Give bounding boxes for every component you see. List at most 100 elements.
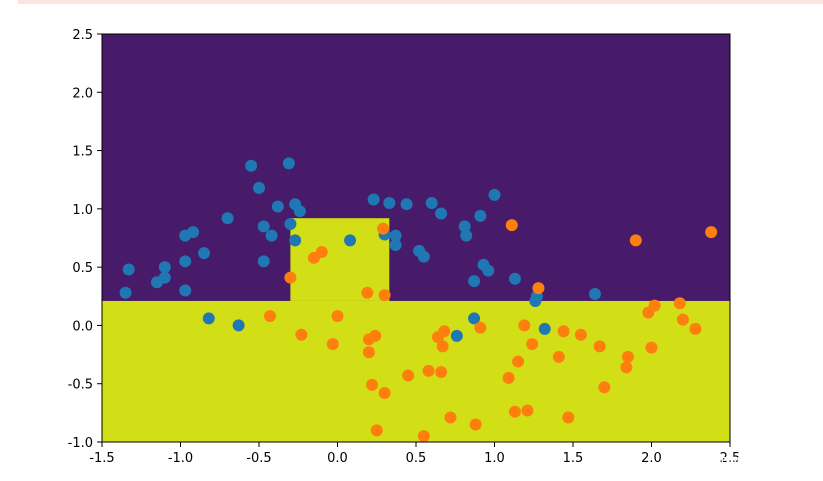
point-class0-22 (289, 234, 302, 247)
x-tick-label: 1.5 (563, 451, 584, 466)
point-class0-1 (122, 263, 135, 276)
point-class1-12 (370, 424, 383, 437)
point-class0-42 (482, 264, 495, 277)
point-class0-20 (284, 218, 297, 231)
point-class1-17 (417, 430, 430, 443)
point-class1-24 (469, 418, 482, 431)
point-class0-29 (389, 238, 402, 251)
y-tick-label: 1.5 (72, 145, 93, 160)
point-class0-37 (460, 229, 473, 242)
x-tick-label: 2.0 (641, 451, 662, 466)
point-class0-32 (417, 250, 430, 263)
point-class1-35 (557, 325, 570, 338)
point-class1-40 (620, 361, 633, 374)
x-tick-label: 0.0 (327, 451, 348, 466)
point-class1-44 (645, 341, 658, 354)
watermark-text: CSDN @爱吃肉c (702, 456, 805, 471)
point-class0-47 (538, 322, 551, 335)
point-class0-3 (158, 271, 171, 284)
decision-regions (102, 34, 730, 442)
point-class0-12 (232, 319, 245, 332)
point-class1-26 (502, 371, 515, 384)
x-tick-label: 2.5 (720, 451, 741, 466)
y-tick-label: 0.5 (72, 261, 93, 276)
point-class0-8 (187, 226, 200, 239)
point-class0-25 (367, 193, 380, 206)
y-tick-label: -0.5 (68, 378, 93, 393)
point-class0-17 (265, 229, 278, 242)
point-class0-5 (179, 284, 192, 297)
top-edge-strip (18, 0, 823, 4)
point-class1-5 (326, 338, 339, 351)
point-class0-34 (435, 207, 448, 220)
point-class1-38 (593, 340, 606, 353)
point-class1-6 (331, 310, 344, 323)
point-class0-10 (202, 312, 215, 325)
point-class1-23 (444, 411, 457, 424)
point-class1-46 (673, 297, 686, 310)
point-class0-16 (257, 255, 270, 268)
point-class1-34 (552, 350, 565, 363)
point-class0-30 (400, 198, 413, 211)
point-class1-27 (505, 219, 518, 232)
point-class1-29 (512, 355, 525, 368)
point-class0-23 (293, 205, 306, 218)
y-tick-label: -1.0 (68, 436, 93, 451)
point-class1-2 (295, 328, 308, 341)
y-tick-label: 2.0 (72, 86, 93, 101)
point-class1-49 (705, 226, 718, 239)
scatter-points (119, 157, 718, 443)
point-class1-11 (369, 329, 382, 342)
point-class1-7 (361, 286, 374, 299)
point-class1-47 (676, 313, 689, 326)
point-class0-44 (508, 272, 521, 285)
point-class0-35 (450, 329, 463, 342)
point-class0-27 (383, 197, 396, 210)
point-class0-18 (271, 200, 284, 213)
point-class1-36 (562, 411, 575, 424)
point-class1-16 (402, 369, 415, 382)
x-tick-label: 1.0 (484, 451, 505, 466)
point-class0-14 (253, 181, 265, 194)
point-class1-20 (435, 366, 448, 379)
point-class0-4 (158, 261, 171, 274)
point-class0-43 (488, 188, 501, 201)
point-class1-48 (689, 322, 702, 335)
y-tick-label: 0.0 (72, 319, 93, 334)
point-class1-25 (474, 321, 487, 334)
axes: -1.5 -1.0 -0.5 0.0 0.5 1.0 1.5 2.0 2.5-1.0-0.50.… (68, 28, 741, 466)
point-class1-42 (629, 234, 642, 247)
point-class1-31 (521, 404, 534, 417)
point-class0-11 (221, 212, 234, 225)
region-class1-1 (290, 218, 390, 301)
point-class0-13 (245, 159, 258, 172)
region-class1-0 (102, 300, 730, 442)
point-class1-22 (438, 325, 451, 338)
point-class0-48 (588, 287, 601, 300)
point-class1-37 (574, 328, 587, 341)
point-class1-21 (436, 340, 449, 353)
x-tick-label: -1.0 (168, 451, 193, 466)
point-class0-15 (257, 220, 270, 233)
point-class1-9 (362, 346, 375, 359)
x-tick-label: -0.5 (246, 451, 271, 466)
point-class1-0 (263, 310, 276, 323)
point-class1-33 (532, 282, 545, 295)
point-class0-36 (458, 220, 471, 233)
y-tick-label: 1.0 (72, 203, 93, 218)
point-class1-10 (366, 378, 379, 391)
point-class1-45 (648, 299, 661, 312)
point-class1-32 (526, 338, 539, 351)
point-class1-13 (377, 222, 390, 235)
point-class0-6 (179, 255, 192, 268)
point-class1-18 (422, 364, 435, 377)
point-class0-39 (468, 275, 481, 288)
point-class0-0 (119, 286, 132, 299)
point-class0-38 (468, 312, 481, 325)
point-class1-30 (518, 319, 531, 332)
point-class1-39 (598, 381, 611, 394)
x-tick-label: -1.5 (89, 451, 114, 466)
y-tick-label: 2.5 (72, 28, 93, 43)
point-class0-19 (282, 157, 295, 170)
